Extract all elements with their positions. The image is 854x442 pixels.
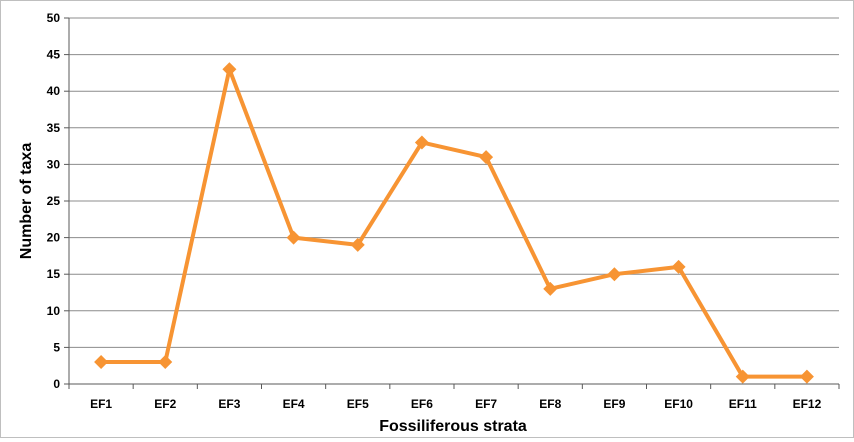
- x-tick-label-EF8: EF8: [539, 397, 561, 411]
- y-tick-label-40: 40: [47, 84, 61, 98]
- x-tick-label-EF5: EF5: [347, 397, 369, 411]
- data-point-EF12: [799, 369, 814, 384]
- x-tick-label-EF12: EF12: [793, 397, 822, 411]
- x-tick-label-EF2: EF2: [154, 397, 176, 411]
- x-tick-label-EF6: EF6: [411, 397, 433, 411]
- y-tick-label-15: 15: [47, 267, 61, 281]
- x-tick-label-EF9: EF9: [603, 397, 625, 411]
- data-point-EF4: [286, 230, 301, 245]
- y-tick-label-10: 10: [47, 304, 61, 318]
- x-tick-label-EF11: EF11: [729, 397, 757, 411]
- data-point-EF11: [735, 369, 750, 384]
- y-tick-label-5: 5: [53, 340, 60, 354]
- data-point-EF2: [158, 355, 173, 370]
- gridlines: [69, 17, 839, 348]
- data-point-EF9: [607, 267, 622, 282]
- y-tick-label-20: 20: [47, 231, 61, 245]
- x-tick-label-EF10: EF10: [664, 397, 693, 411]
- y-axis-title: Number of taxa: [18, 143, 35, 260]
- axes: [64, 17, 840, 389]
- data-point-EF5: [350, 237, 365, 252]
- data-series: [94, 62, 814, 384]
- y-tick-label-50: 50: [47, 11, 61, 25]
- series-line-0: [101, 67, 807, 379]
- y-tick-label-45: 45: [47, 48, 61, 62]
- y-tick-label-30: 30: [47, 157, 61, 171]
- data-point-EF3: [222, 62, 237, 77]
- x-tick-label-EF3: EF3: [218, 397, 240, 411]
- x-tick-labels: EF1 EF2 EF3 EF4 EF5 EF6 EF7 EF8 EF9 EF10 EF11 EF12: [90, 397, 822, 411]
- data-point-EF1: [94, 355, 109, 370]
- y-tick-label-35: 35: [47, 121, 61, 135]
- x-tick-label-EF1: EF1: [90, 397, 112, 411]
- x-tick-label-EF7: EF7: [475, 397, 497, 411]
- data-point-EF7: [479, 150, 494, 165]
- y-tick-label-0: 0: [53, 377, 60, 391]
- data-point-EF6: [414, 135, 429, 150]
- data-point-EF10: [671, 259, 686, 274]
- data-point-EF8: [543, 281, 558, 296]
- y-tick-labels: 0 5 10 15 20 25 30 35 40 45 50: [47, 11, 61, 391]
- x-tick-label-EF4: EF4: [283, 397, 305, 411]
- y-tick-label-25: 25: [47, 194, 61, 208]
- x-axis-title: Fossiliferous strata: [379, 418, 527, 435]
